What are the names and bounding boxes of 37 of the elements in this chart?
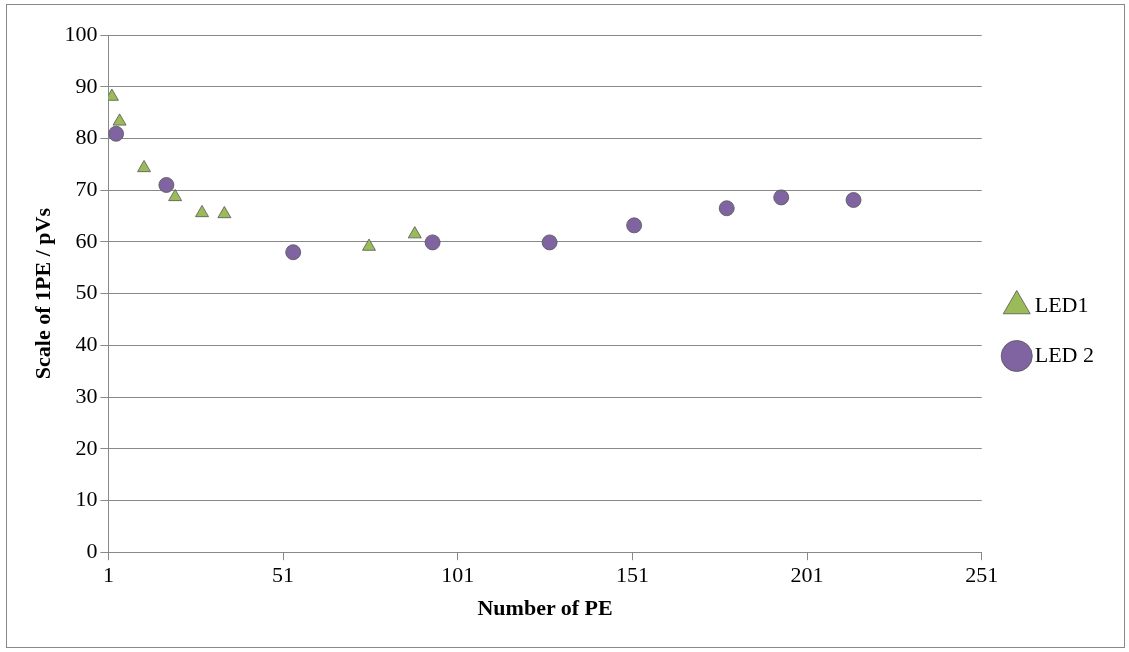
x-tick-label: 51	[272, 562, 295, 588]
point	[626, 217, 643, 234]
point	[407, 226, 422, 239]
point	[845, 192, 862, 208]
point	[158, 177, 175, 193]
point	[168, 188, 183, 202]
point	[773, 189, 790, 206]
point	[362, 238, 376, 251]
y-tick-label: 50	[75, 279, 98, 305]
x-tick-label: 101	[441, 562, 475, 588]
point	[195, 205, 209, 218]
y-axis-title: Scale of 1PE / pVs	[29, 207, 55, 380]
y-tick-label: 80	[75, 124, 98, 150]
y-tick-label: 90	[75, 72, 98, 98]
x-tick-label: 251	[965, 562, 999, 588]
x-axis-title: Number of PE	[477, 595, 613, 621]
point	[217, 206, 232, 219]
x-tick-label: 151	[615, 562, 649, 588]
y-tick-label: 100	[64, 20, 98, 46]
y-tick-label: 40	[75, 331, 98, 357]
y-tick-label: 10	[75, 486, 98, 512]
y-tick-label: 20	[75, 434, 98, 460]
x-tick-label: 201	[790, 562, 824, 588]
legend-label: LED 2	[1034, 341, 1094, 367]
point	[541, 234, 558, 251]
point	[112, 113, 127, 126]
y-tick-label: 60	[75, 227, 98, 253]
y-tick-label: 30	[75, 382, 98, 408]
point	[285, 244, 302, 261]
point	[108, 125, 124, 142]
point	[137, 160, 151, 173]
y-tick-label: 0	[86, 537, 98, 563]
x-tick-label: 1	[102, 562, 114, 588]
point	[718, 200, 735, 217]
y-tick-label: 70	[75, 175, 98, 201]
point	[424, 234, 441, 251]
legend-label: LED1	[1034, 291, 1089, 317]
